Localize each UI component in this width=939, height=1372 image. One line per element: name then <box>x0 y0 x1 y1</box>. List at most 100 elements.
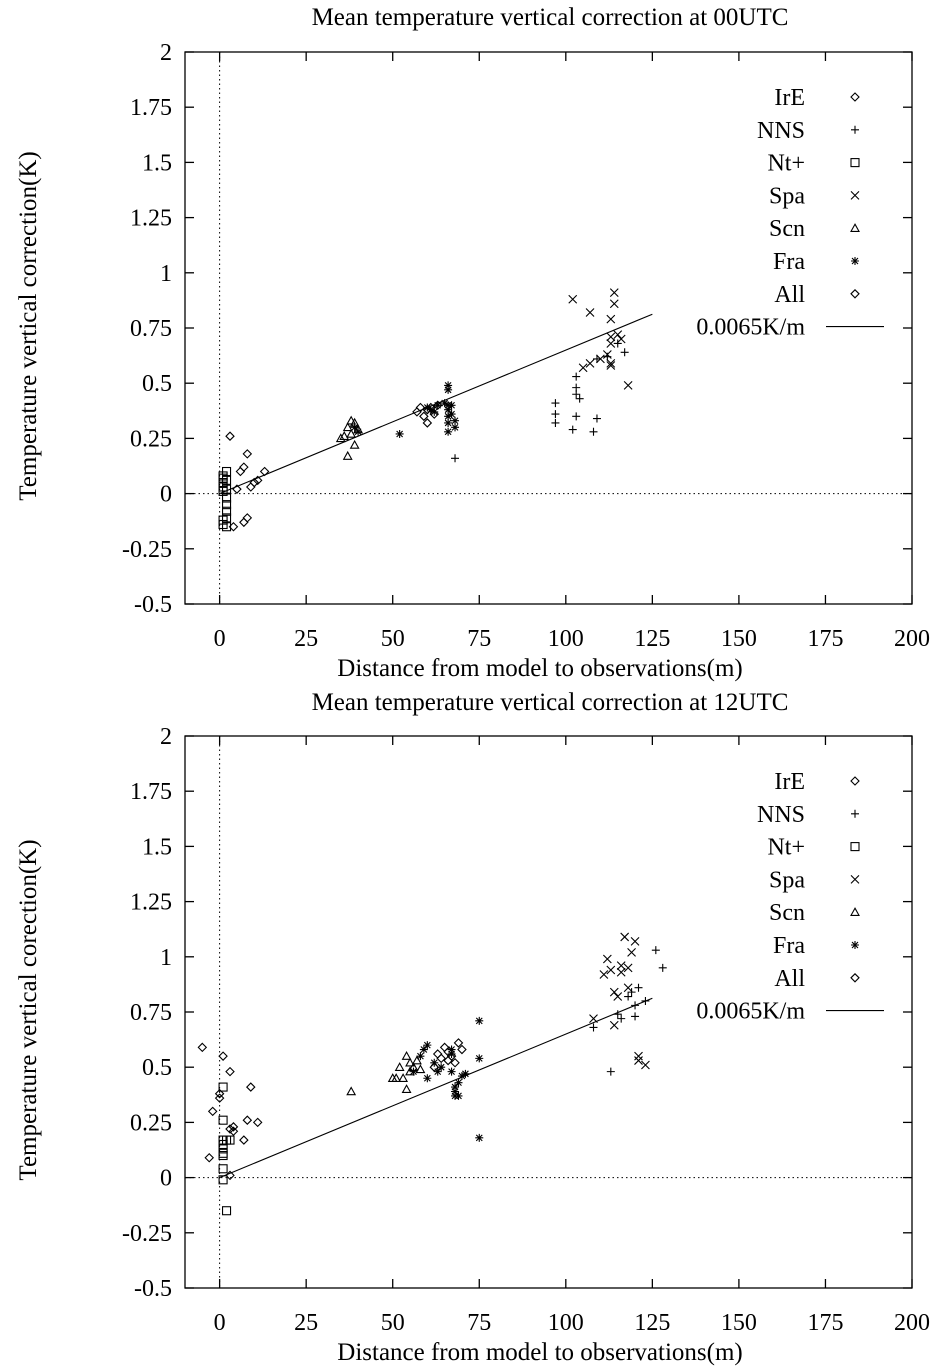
y-tick-label: 2 <box>160 724 172 750</box>
data-point <box>221 522 232 532</box>
data-point <box>249 477 260 488</box>
data-point <box>228 1122 239 1132</box>
data-point <box>589 1023 598 1032</box>
y-tick-label: 1.75 <box>130 95 172 121</box>
legend-label: Nt+ <box>767 151 805 177</box>
data-point <box>634 1056 643 1065</box>
chart-title: Mean temperature vertical correction at … <box>312 689 789 716</box>
x-tick-label: 75 <box>467 1310 491 1336</box>
legend-label: All <box>774 966 805 992</box>
legend-label: Fra <box>773 933 805 959</box>
data-point <box>218 1051 228 1061</box>
data-point <box>450 1058 460 1068</box>
data-point <box>451 454 460 463</box>
x-tick-label: 50 <box>381 1310 405 1336</box>
legend-label: Scn <box>769 900 805 926</box>
legend-label: IrE <box>774 769 805 795</box>
legend-label: IrE <box>774 85 805 111</box>
data-point <box>440 399 449 408</box>
data-point <box>207 1106 218 1117</box>
y-tick-label: 1 <box>160 945 172 971</box>
data-point <box>228 1126 239 1137</box>
data-point <box>415 1064 426 1074</box>
data-point <box>624 992 633 1001</box>
y-tick-label: 1.25 <box>130 890 172 916</box>
legend-marker <box>850 289 860 299</box>
data-point <box>606 332 616 342</box>
y-tick-label: 0.5 <box>142 1055 172 1081</box>
data-point <box>451 1083 460 1092</box>
data-point <box>451 416 460 425</box>
y-tick-label: 1.5 <box>142 150 172 176</box>
data-point <box>551 418 560 427</box>
y-tick-label: 1.25 <box>130 206 172 232</box>
data-point <box>204 1152 215 1163</box>
x-tick-label: 200 <box>894 1310 930 1336</box>
data-point <box>416 1052 425 1061</box>
data-point <box>616 967 626 977</box>
data-point <box>616 334 626 344</box>
data-point <box>242 449 253 459</box>
data-point <box>578 363 588 373</box>
data-point <box>451 423 460 432</box>
legend-label: Nt+ <box>767 835 805 861</box>
data-point <box>429 1062 440 1072</box>
data-point <box>551 399 560 408</box>
data-point <box>457 1044 467 1055</box>
legend-marker <box>851 257 859 265</box>
data-point <box>444 418 453 427</box>
data-point <box>398 1073 409 1082</box>
data-point <box>221 493 232 503</box>
data-point <box>433 1067 442 1076</box>
data-point <box>606 965 616 975</box>
data-point <box>620 348 629 357</box>
data-point <box>436 1053 446 1064</box>
data-point <box>606 361 616 370</box>
data-point <box>461 1069 470 1078</box>
data-point <box>252 1117 263 1128</box>
data-point <box>592 354 601 363</box>
legend-marker <box>851 941 859 949</box>
data-point <box>551 410 560 419</box>
data-point <box>239 517 249 528</box>
data-point <box>606 339 616 348</box>
data-point <box>446 1051 457 1061</box>
legend-marker <box>850 92 860 102</box>
data-point <box>575 394 584 403</box>
data-point <box>239 462 249 472</box>
data-point <box>342 450 353 460</box>
data-point <box>423 1074 432 1083</box>
data-point <box>218 1115 228 1125</box>
legend-marker <box>850 776 860 786</box>
legend-label: NNS <box>757 802 805 828</box>
reference-line <box>219 997 653 1179</box>
y-axis-label: Temperature vertical corection(K) <box>15 839 42 1180</box>
data-point <box>631 1012 640 1021</box>
x-tick-label: 25 <box>294 626 318 652</box>
legend-marker <box>850 875 860 884</box>
data-point <box>444 385 453 394</box>
x-tick-label: 200 <box>894 626 930 652</box>
data-point <box>391 1073 402 1082</box>
data-point <box>623 983 633 993</box>
data-point <box>335 433 346 443</box>
data-point <box>214 1088 225 1099</box>
data-point <box>221 500 232 510</box>
data-point <box>454 1078 463 1087</box>
data-point <box>401 1084 412 1094</box>
data-point <box>409 1067 418 1076</box>
data-point <box>401 1051 412 1060</box>
data-point <box>585 358 595 368</box>
data-point <box>609 1020 619 1030</box>
data-point <box>658 963 667 972</box>
chart-00utc: Mean temperature vertical correction at … <box>15 4 930 682</box>
data-point <box>429 409 440 419</box>
legend-label: Spa <box>769 867 805 893</box>
data-point <box>235 466 246 477</box>
data-point <box>239 1135 249 1145</box>
data-point <box>225 1066 235 1077</box>
data-point <box>641 1060 650 1070</box>
data-point <box>447 410 456 419</box>
data-point <box>433 401 442 410</box>
